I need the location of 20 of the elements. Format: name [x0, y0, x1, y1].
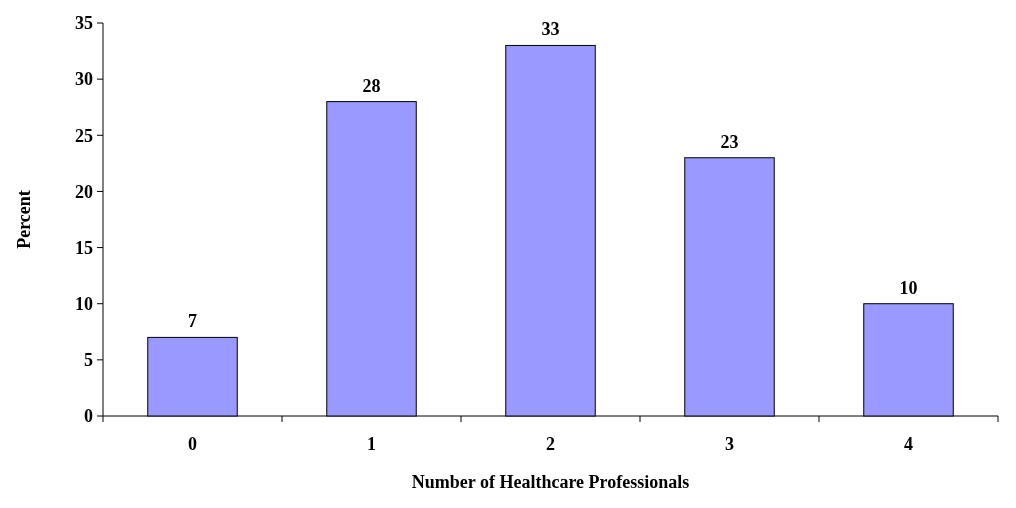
y-tick-label: 10 — [75, 294, 93, 315]
x-tick-label: 4 — [904, 434, 913, 454]
x-tick-label: 1 — [367, 434, 376, 454]
y-tick-label: 30 — [75, 69, 93, 90]
x-tick-label: 3 — [725, 434, 734, 454]
y-axis-title: Percent — [14, 190, 34, 249]
data-label: 10 — [899, 277, 918, 298]
data-label: 23 — [720, 131, 739, 152]
y-tick-label: 0 — [84, 406, 93, 427]
x-axis-title: Number of Healthcare Professionals — [411, 472, 690, 492]
data-label: 7 — [188, 311, 197, 332]
y-tick-label: 25 — [75, 125, 93, 146]
y-tick-label: 5 — [84, 350, 93, 371]
x-tick-label: 0 — [188, 434, 197, 454]
x-tick-label: 2 — [546, 434, 555, 454]
data-label: 28 — [362, 75, 381, 96]
y-tick-label: 15 — [75, 237, 93, 258]
data-label: 33 — [541, 19, 560, 40]
y-tick-label: 35 — [75, 13, 93, 34]
y-tick-label: 20 — [75, 181, 93, 202]
